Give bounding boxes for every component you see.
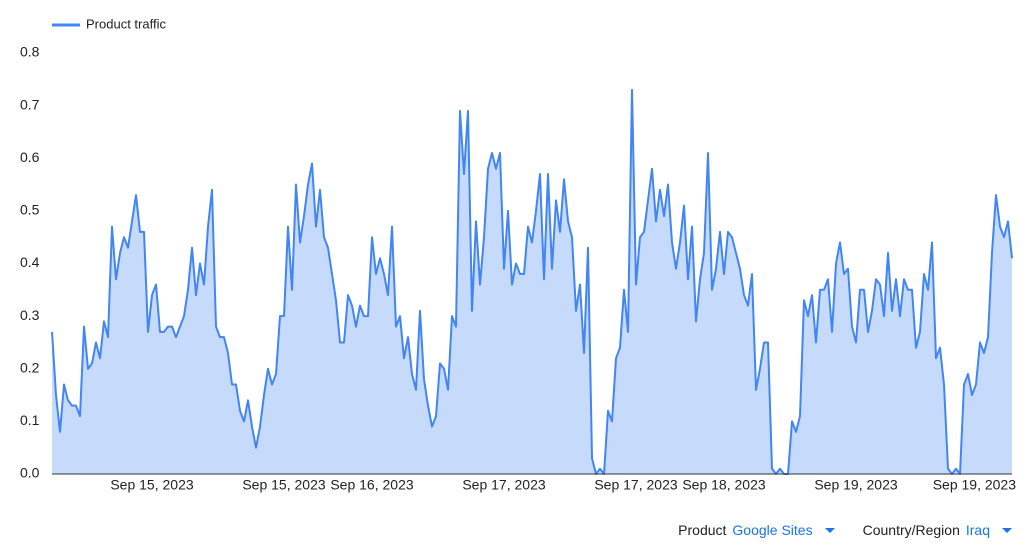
line: [51, 88, 1013, 475]
y-tick-label: 0.0: [20, 465, 40, 481]
y-tick-label: 0.3: [20, 307, 40, 323]
x-tick-label: Sep 17, 2023: [462, 477, 546, 493]
x-tick-label: Sep 15, 2023: [242, 477, 326, 493]
y-tick-label: 0.4: [20, 254, 40, 270]
filter-label: Product: [678, 522, 727, 538]
y-tick-label: 0.6: [20, 149, 40, 165]
x-tick-label: Sep 19, 2023: [933, 477, 1017, 493]
y-tick-label: 0.7: [20, 96, 40, 112]
dropdown-caret[interactable]: [824, 527, 835, 533]
filter-bar: Product Google Sites Country/Region Iraq: [0, 522, 1012, 538]
y-tick-label: 0.5: [20, 202, 40, 218]
filter-value[interactable]: Iraq: [965, 522, 990, 538]
filter-value[interactable]: Google Sites: [732, 522, 813, 538]
y-tick-label: 0.2: [20, 359, 40, 375]
filter-label: Country/Region: [862, 522, 960, 538]
x-tick-label: Sep 16, 2023: [330, 477, 414, 493]
country-filter[interactable]: Country/Region Iraq: [863, 522, 1012, 538]
x-tick-label: Sep 18, 2023: [682, 477, 766, 493]
x-tick-label: Sep 15, 2023: [110, 477, 194, 493]
x-tick-label: Sep 19, 2023: [814, 477, 898, 493]
product-filter[interactable]: Product Google Sites: [678, 522, 835, 538]
x-tick-label: Sep 17, 2023: [594, 477, 678, 493]
area: [52, 89, 1012, 474]
y-tick-label: 0.1: [20, 412, 40, 428]
legend-label: Product traffic: [86, 16, 166, 31]
dropdown-caret[interactable]: [1002, 527, 1012, 533]
y-tick-label: 0.8: [20, 44, 40, 60]
